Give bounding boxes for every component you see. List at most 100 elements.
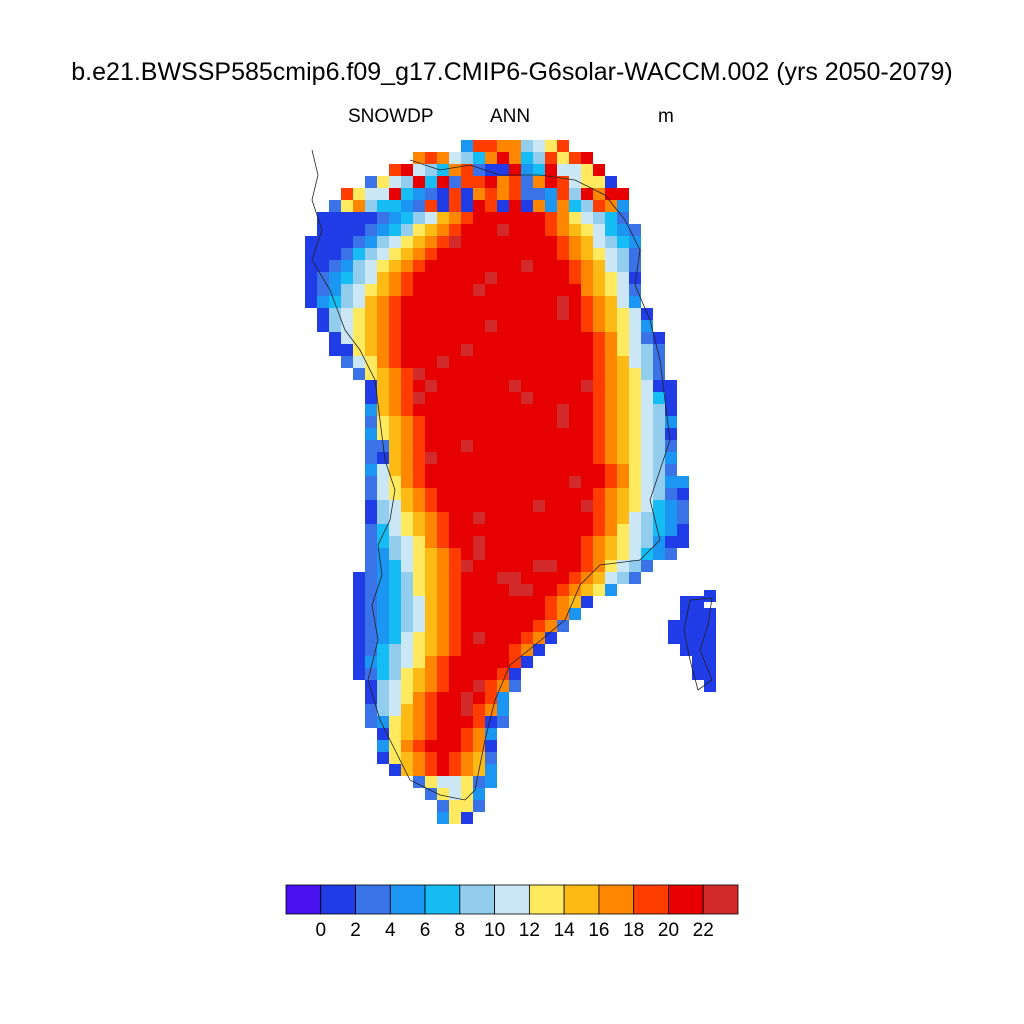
map-cell [509,164,521,176]
map-cell [641,392,653,404]
map-cell [653,440,665,452]
map-cell [317,320,329,332]
map-cell [329,272,341,284]
map-cell [569,608,581,620]
map-cell [389,452,401,464]
map-cell [437,476,449,488]
map-cell [593,524,605,536]
map-cell [461,188,473,200]
map-cell [509,200,521,212]
map-cell [557,248,569,260]
map-cell [341,332,353,344]
map-cell [437,224,449,236]
map-cell [437,560,449,572]
map-cell [425,776,437,788]
map-cell [485,572,497,584]
map-cell [497,248,509,260]
map-cell [617,368,629,380]
map-cell [341,344,353,356]
map-cell [629,464,641,476]
map-cell [533,224,545,236]
map-cell [401,596,413,608]
map-cell [545,308,557,320]
map-cell [389,728,401,740]
map-cell [509,548,521,560]
map-cell [641,416,653,428]
map-cell [413,488,425,500]
map-cell [377,464,389,476]
map-cell [353,572,365,584]
map-cell [389,308,401,320]
map-cell [605,512,617,524]
map-cell [509,224,521,236]
map-cell [497,428,509,440]
map-cell [533,260,545,272]
coastline-island [683,597,713,691]
map-cell [605,392,617,404]
map-cell [497,320,509,332]
map-cell [461,548,473,560]
map-cell [401,656,413,668]
map-cell [692,632,704,644]
map-cell [473,632,485,644]
map-cell [605,536,617,548]
map-cell [581,548,593,560]
map-cell [569,260,581,272]
map-cell [521,644,533,656]
map-cell [557,260,569,272]
map-cell [509,632,521,644]
map-cell [641,380,653,392]
map-cell [497,416,509,428]
map-cell [437,284,449,296]
map-cell [485,704,497,716]
map-cell [377,248,389,260]
map-cell [497,260,509,272]
map-cell [692,668,704,680]
map-cell [413,776,425,788]
map-cell [473,212,485,224]
map-cell [365,476,377,488]
map-cell [449,464,461,476]
map-cell [425,752,437,764]
map-cell [497,308,509,320]
map-cell [425,740,437,752]
map-cell [365,572,377,584]
colorbar-label: 20 [657,920,680,941]
map-cell [425,224,437,236]
map-cell [521,656,533,668]
map-cell [305,296,317,308]
map-cell [629,536,641,548]
map-cell [341,260,353,272]
map-cell [353,188,365,200]
map-cell [569,464,581,476]
map-cell [461,428,473,440]
map-cell [569,452,581,464]
map-cell [449,416,461,428]
map-cell [557,140,569,152]
map-cell [461,500,473,512]
map-cell [485,500,497,512]
map-cell [377,200,389,212]
colorbar-label: 0 [315,920,327,941]
map-cell [437,500,449,512]
map-cell [557,212,569,224]
map-cell [641,500,653,512]
map-cell [461,176,473,188]
map-cell [449,176,461,188]
map-cell [545,284,557,296]
map-cell [401,344,413,356]
map-cell [605,176,617,188]
map-cell [545,200,557,212]
map-cell [413,704,425,716]
map-cell [605,332,617,344]
map-cell [581,296,593,308]
map-cell [449,308,461,320]
map-cell [413,548,425,560]
map-cell [521,488,533,500]
map-cell [605,236,617,248]
map-cell [521,620,533,632]
map-cell [581,440,593,452]
map-cell [413,764,425,776]
map-cell [557,560,569,572]
map-cell [533,308,545,320]
